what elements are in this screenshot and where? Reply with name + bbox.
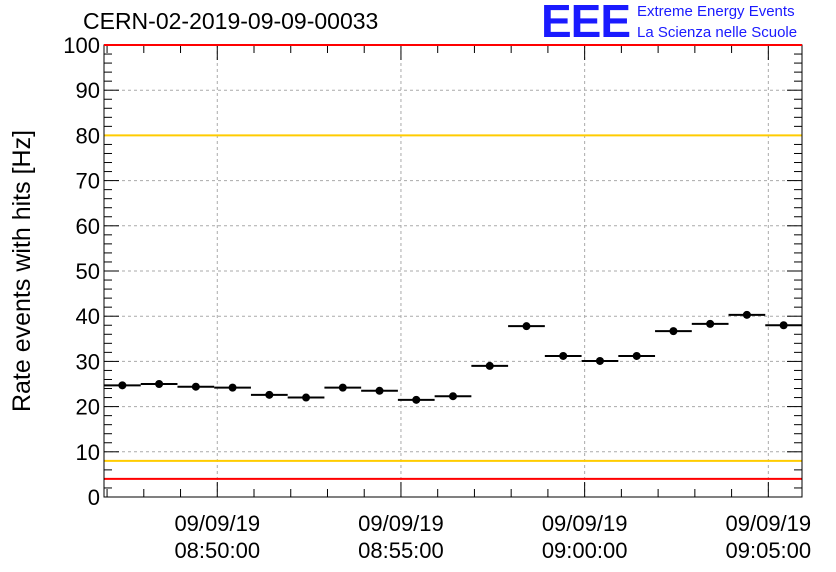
- logo-line-2: La Scienza nelle Scuole: [637, 24, 798, 41]
- data-point: [742, 310, 751, 319]
- data-point: [118, 381, 127, 390]
- y-axis-label: Rate events with hits [Hz]: [8, 130, 36, 412]
- data-point: [375, 386, 384, 395]
- y-tick-label: 100: [63, 33, 100, 58]
- data-point: [228, 383, 237, 392]
- y-tick-label: 10: [76, 440, 100, 465]
- y-tick-label: 90: [76, 78, 100, 103]
- data-point: [449, 392, 457, 401]
- data-point: [485, 361, 494, 370]
- data-point: [522, 322, 531, 331]
- y-tick-label: 40: [76, 304, 100, 329]
- data-point: [412, 395, 421, 404]
- chart-title: CERN-02-2019-09-09-00033: [83, 8, 379, 34]
- data-point: [155, 380, 164, 388]
- data-point: [559, 351, 568, 360]
- data-point: [191, 382, 200, 391]
- data-point: [632, 351, 641, 360]
- y-tick-label: 60: [76, 214, 100, 239]
- x-tick-time-label: 09:00:00: [542, 538, 628, 563]
- y-tick-label: 20: [76, 395, 100, 420]
- y-tick-label: 80: [76, 123, 100, 148]
- data-point: [302, 393, 311, 402]
- x-tick-date-label: 09/09/19: [542, 511, 628, 536]
- logo-line-1: Extreme Energy Events: [637, 3, 795, 20]
- data-point: [338, 383, 347, 392]
- data-point: [706, 319, 715, 328]
- x-tick-date-label: 09/09/19: [726, 511, 812, 536]
- data-point: [265, 390, 274, 399]
- data-point: [669, 327, 678, 336]
- y-tick-label: 50: [76, 259, 100, 284]
- y-tick-label: 30: [76, 349, 100, 374]
- data-point: [779, 321, 788, 330]
- data-point: [595, 356, 604, 365]
- x-tick-time-label: 08:55:00: [358, 538, 444, 563]
- x-tick-date-label: 09/09/19: [174, 511, 260, 536]
- x-tick-date-label: 09/09/19: [358, 511, 444, 536]
- eee-logo: EEE: [541, 0, 631, 47]
- y-tick-label: 70: [76, 169, 100, 194]
- x-tick-time-label: 09:05:00: [726, 538, 812, 563]
- x-tick-time-label: 08:50:00: [174, 538, 260, 563]
- y-tick-label: 0: [88, 485, 100, 510]
